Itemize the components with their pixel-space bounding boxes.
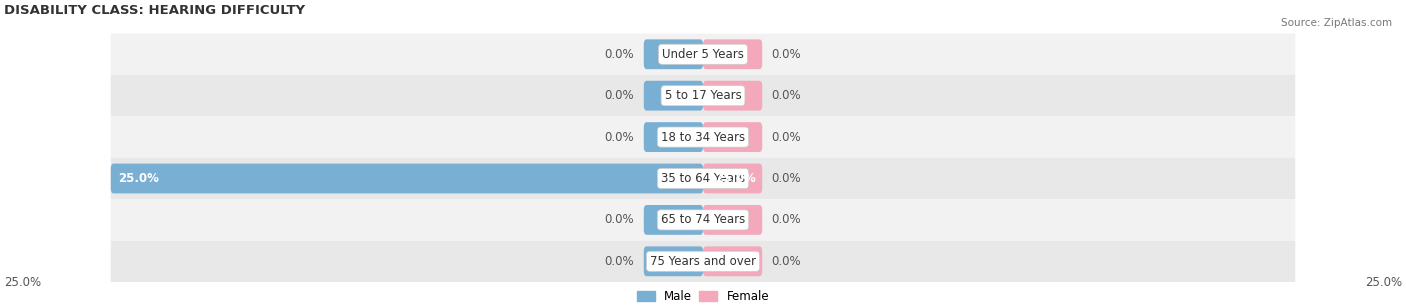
Text: Source: ZipAtlas.com: Source: ZipAtlas.com <box>1281 18 1392 28</box>
FancyBboxPatch shape <box>111 241 1295 282</box>
FancyBboxPatch shape <box>703 205 762 235</box>
Text: 0.0%: 0.0% <box>605 48 634 61</box>
FancyBboxPatch shape <box>111 117 1295 158</box>
Text: 0.0%: 0.0% <box>605 89 634 102</box>
Text: DISABILITY CLASS: HEARING DIFFICULTY: DISABILITY CLASS: HEARING DIFFICULTY <box>4 4 305 17</box>
FancyBboxPatch shape <box>644 205 703 235</box>
Text: 25.0%: 25.0% <box>4 276 41 289</box>
Text: 25.0%: 25.0% <box>118 172 159 185</box>
FancyBboxPatch shape <box>703 163 762 193</box>
Text: 0.0%: 0.0% <box>772 172 801 185</box>
Text: 0.0%: 0.0% <box>772 89 801 102</box>
FancyBboxPatch shape <box>644 246 703 276</box>
FancyBboxPatch shape <box>703 246 762 276</box>
Legend: Male, Female: Male, Female <box>637 290 769 303</box>
Text: 0.0%: 0.0% <box>772 255 801 268</box>
FancyBboxPatch shape <box>644 81 703 111</box>
FancyBboxPatch shape <box>111 199 1295 241</box>
Text: 5 to 17 Years: 5 to 17 Years <box>665 89 741 102</box>
Text: 25.0%: 25.0% <box>1365 276 1402 289</box>
FancyBboxPatch shape <box>703 39 762 69</box>
Text: 35 to 64 Years: 35 to 64 Years <box>661 172 745 185</box>
Text: 0.0%: 0.0% <box>772 214 801 226</box>
FancyBboxPatch shape <box>644 39 703 69</box>
FancyBboxPatch shape <box>111 163 703 193</box>
FancyBboxPatch shape <box>111 34 1295 75</box>
FancyBboxPatch shape <box>111 158 1295 199</box>
Text: Under 5 Years: Under 5 Years <box>662 48 744 61</box>
Text: 0.0%: 0.0% <box>605 255 634 268</box>
Text: 18 to 34 Years: 18 to 34 Years <box>661 131 745 144</box>
Text: 0.0%: 0.0% <box>772 48 801 61</box>
FancyBboxPatch shape <box>644 122 703 152</box>
Text: 0.0%: 0.0% <box>605 131 634 144</box>
FancyBboxPatch shape <box>703 122 762 152</box>
Text: 0.0%: 0.0% <box>605 214 634 226</box>
FancyBboxPatch shape <box>111 75 1295 117</box>
Text: 75 Years and over: 75 Years and over <box>650 255 756 268</box>
Text: 25.0%: 25.0% <box>714 172 755 185</box>
Text: 65 to 74 Years: 65 to 74 Years <box>661 214 745 226</box>
Text: 0.0%: 0.0% <box>772 131 801 144</box>
FancyBboxPatch shape <box>703 81 762 111</box>
